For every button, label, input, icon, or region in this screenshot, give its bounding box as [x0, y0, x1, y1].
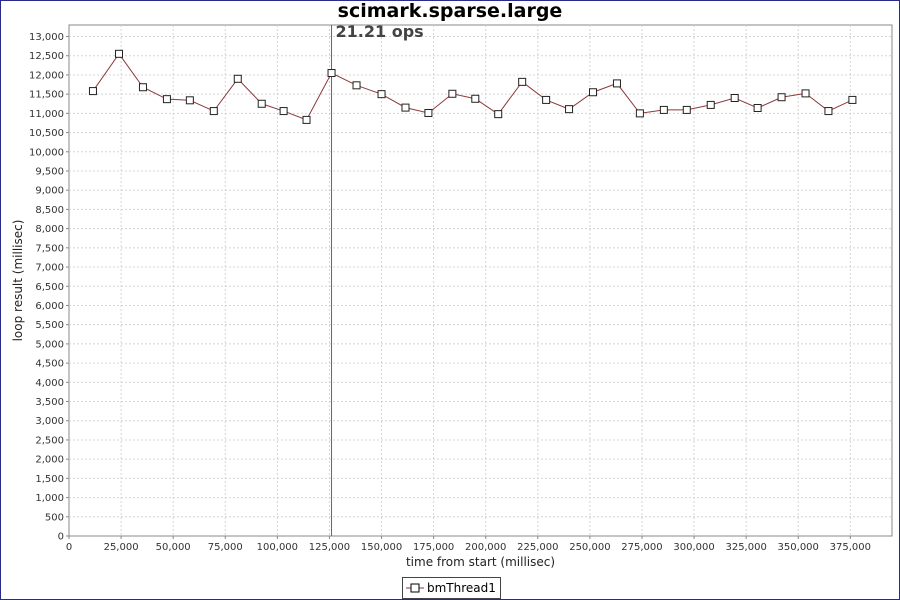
data-point-marker [565, 105, 574, 114]
data-point-marker [635, 109, 644, 118]
y-tick-label: 6,000 [35, 301, 64, 312]
x-axis-label: time from start (millisec) [406, 555, 555, 569]
y-tick-label: 6,500 [35, 282, 64, 293]
data-point-marker [753, 103, 762, 112]
x-tick-label: 125,000 [309, 542, 350, 553]
data-point-marker [209, 107, 218, 116]
y-tick-label: 9,500 [35, 167, 64, 178]
y-tick-label: 500 [45, 512, 64, 523]
y-tick-label: 11,500 [29, 90, 64, 101]
y-tick-label: 10,000 [29, 147, 64, 158]
y-tick-label: 3,000 [35, 416, 64, 427]
data-point-marker [730, 94, 739, 102]
annotation-group: 21.21 ops [331, 22, 424, 536]
data-point-marker [424, 108, 433, 117]
y-tick-label: 2,000 [35, 455, 64, 466]
y-axis-label: loop result (millisec) [11, 220, 25, 342]
data-point-marker [589, 88, 598, 97]
x-tick-label: 225,000 [517, 542, 558, 553]
legend-label-bmthread1: bmThread1 [427, 581, 496, 595]
x-tick-label: 275,000 [621, 542, 662, 553]
x-tick-label: 300,000 [673, 542, 714, 553]
x-tick-label: 0 [66, 542, 72, 553]
y-tick-label: 13,000 [29, 32, 64, 43]
series-group [88, 49, 857, 124]
data-point-marker [659, 105, 668, 114]
y-tick-label: 7,500 [35, 243, 64, 254]
data-point-marker [824, 107, 833, 116]
legend-series-marker-icon [406, 583, 424, 593]
y-axis: 0 500 1,000 1,500 2,000 2,500 3,000 3,500 4,000 4… [29, 32, 69, 543]
data-point-marker [279, 107, 288, 116]
annotation-label: 21.21 ops [336, 22, 424, 41]
x-tick-label: 25,000 [104, 542, 139, 553]
y-tick-label: 12,000 [29, 70, 64, 81]
data-point-marker [542, 95, 551, 104]
y-tick-label: 4,000 [35, 378, 64, 389]
x-tick-label: 325,000 [725, 542, 766, 553]
data-point-marker [801, 89, 810, 98]
x-tick-label: 350,000 [778, 542, 819, 553]
y-tick-label: 8,500 [35, 205, 64, 216]
y-tick-label: 10,500 [29, 128, 64, 139]
x-tick-label: 50,000 [156, 542, 191, 553]
y-tick-label: 1,500 [35, 474, 64, 485]
data-point-marker [471, 94, 480, 103]
data-point-marker [448, 89, 457, 98]
x-tick-label: 75,000 [208, 542, 243, 553]
data-point-marker [162, 95, 171, 104]
y-tick-label: 5,000 [35, 339, 64, 350]
chart-title: scimark.sparse.large [337, 0, 563, 22]
data-point-marker [327, 69, 336, 78]
y-tick-label: 7,000 [35, 263, 64, 274]
y-tick-label: 9,000 [35, 186, 64, 197]
data-point-marker [518, 77, 527, 86]
y-tick-label: 8,000 [35, 224, 64, 235]
y-tick-label: 2,500 [35, 435, 64, 446]
data-point-marker [682, 105, 691, 114]
x-tick-label: 150,000 [361, 542, 402, 553]
y-tick-label: 12,500 [29, 51, 64, 62]
data-point-marker [302, 115, 311, 124]
data-point-marker [115, 49, 124, 58]
legend: bmThread1 [402, 577, 501, 599]
x-tick-label: 375,000 [830, 542, 871, 553]
data-point-marker [377, 90, 386, 99]
data-point-marker [401, 103, 410, 112]
data-point-marker [706, 100, 715, 109]
x-tick-label: 250,000 [569, 542, 610, 553]
data-point-marker [233, 74, 242, 83]
y-tick-label: 5,500 [35, 320, 64, 331]
data-point-marker [138, 83, 147, 92]
grid-lines [69, 25, 892, 536]
x-axis: 0 25,000 50,000 75,000 100,000 125,000 150,000… [66, 536, 871, 553]
data-point-marker [494, 110, 503, 119]
data-point-marker [848, 95, 857, 104]
data-point-marker [257, 99, 266, 108]
x-tick-label: 100,000 [257, 542, 298, 553]
y-tick-label: 0 [58, 532, 64, 543]
data-point-marker [88, 87, 97, 96]
data-point-marker [352, 81, 361, 90]
x-tick-label: 175,000 [413, 542, 454, 553]
data-point-marker [777, 93, 786, 102]
y-tick-label: 11,000 [29, 109, 64, 120]
data-point-marker [185, 96, 194, 105]
data-point-marker [612, 79, 621, 88]
y-tick-label: 1,000 [35, 493, 64, 504]
y-tick-label: 4,500 [35, 359, 64, 370]
y-tick-label: 3,500 [35, 397, 64, 408]
x-tick-label: 200,000 [465, 542, 506, 553]
